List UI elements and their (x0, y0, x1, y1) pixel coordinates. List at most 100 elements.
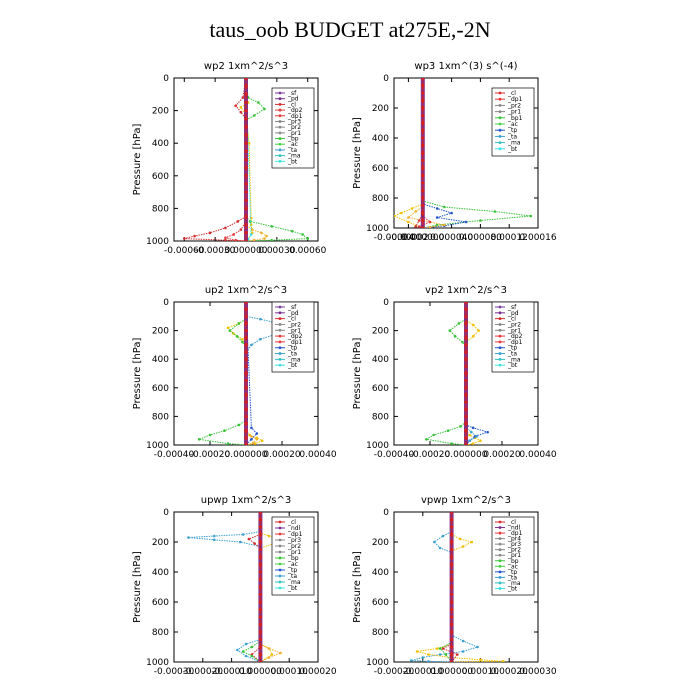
zero-line-marker (258, 630, 263, 634)
series-line-dp2 (223, 78, 247, 241)
zero-line-marker (421, 143, 425, 148)
y-tick-label: 400 (372, 568, 389, 578)
legend-label: _cl (507, 519, 516, 526)
zero-line-marker (244, 421, 248, 426)
zero-line-marker (244, 198, 248, 203)
series-point (237, 423, 241, 427)
legend-swatch-marker (278, 574, 282, 578)
x-tick-label: 0.00020 (491, 667, 528, 677)
zero-line-marker (449, 562, 454, 567)
legend-swatch-marker (498, 363, 502, 367)
legend-swatch-marker (278, 532, 282, 536)
legend-swatch-marker (278, 137, 282, 140)
plot-area (182, 78, 310, 241)
legend-swatch-marker (278, 317, 282, 321)
series-point (407, 216, 410, 219)
legend-label: _tp (287, 567, 297, 574)
zero-line-marker (244, 108, 248, 113)
zero-line-marker (449, 660, 454, 662)
series-point (252, 238, 256, 241)
x-tick-label: 0.000080 (459, 233, 502, 243)
series-point (238, 540, 242, 544)
series-point (226, 326, 230, 330)
zero-line-marker (464, 350, 468, 354)
x-tick-label: -0.00020 (410, 450, 451, 460)
zero-line-marker (244, 371, 248, 376)
panel-title: wp2 1xm^2/s^3 (204, 61, 288, 72)
zero-line-marker (244, 335, 248, 340)
zero-line-marker (258, 637, 263, 642)
zero-line-marker (421, 128, 425, 133)
series-point (232, 233, 235, 236)
series-point (270, 225, 274, 228)
zero-line-marker (258, 532, 263, 537)
zero-line-marker (421, 203, 425, 208)
legend-swatch-marker (278, 91, 282, 95)
x-tick-label: 0.00010 (271, 667, 308, 677)
plot-frame (393, 77, 539, 229)
legend-swatch-marker (498, 587, 502, 590)
zero-line-marker (244, 214, 248, 219)
legend-label: _ac (287, 561, 298, 568)
y-tick-label: 0 (163, 508, 169, 518)
zero-line-marker (421, 136, 425, 140)
zero-line-marker (244, 364, 248, 369)
x-tick-label: 0.000000 (225, 450, 268, 460)
series-point (250, 343, 253, 347)
series-point (468, 439, 471, 443)
zero-line-marker (449, 585, 454, 589)
legend-swatch-marker (278, 556, 282, 560)
series-point (461, 639, 465, 643)
legend-label: _tp (507, 569, 517, 576)
y-tick-label: 600 (372, 164, 389, 174)
y-tick-label: 0 (383, 508, 389, 518)
plot-area (394, 78, 533, 228)
legend-swatch-marker (498, 548, 502, 552)
series-point (394, 214, 396, 218)
series-point (438, 647, 442, 650)
zero-line-marker (464, 364, 468, 369)
legend-label: _dp1 (287, 113, 303, 120)
zero-line-marker (244, 222, 248, 227)
y-tick-label: 200 (372, 538, 389, 548)
legend-label: _ma (287, 356, 301, 363)
series-point (234, 104, 238, 108)
series-point (208, 433, 212, 437)
legend-swatch-marker (278, 586, 282, 590)
legend-label: _ta (287, 147, 297, 154)
legend-swatch-marker (278, 305, 282, 309)
series-line-tp (422, 78, 467, 228)
zero-line-marker (449, 622, 454, 627)
legend-label: _ac (287, 141, 298, 148)
legend-label: _pr1 (287, 549, 301, 556)
y-tick-label: 0 (383, 74, 389, 84)
legend-label: _cl (287, 101, 296, 108)
x-tick-label: 0.00030 (258, 246, 295, 256)
legend-label: _ma (507, 356, 521, 363)
zero-line-marker (244, 165, 248, 170)
legend-swatch-marker (498, 128, 502, 132)
series-point (435, 647, 439, 650)
panel-upwp: upwp 1xm^2/s^3 Pressure [hPa] 0 200 400 600 80… (132, 495, 337, 677)
series-point (236, 220, 240, 223)
legend-swatch-marker (278, 125, 282, 129)
zero-line-marker (258, 517, 263, 522)
zero-line-marker (464, 343, 468, 347)
zero-line-marker (449, 570, 454, 574)
zero-line-marker (244, 328, 248, 333)
series-point (461, 650, 465, 653)
zero-line-marker (464, 436, 468, 440)
x-tick-label: 0.00020 (263, 450, 300, 460)
y-tick-label: 1000 (366, 658, 389, 668)
legend-swatch-marker (278, 568, 282, 572)
series-point (476, 645, 479, 649)
zero-line-marker (244, 141, 248, 145)
legend-swatch-marker (498, 135, 502, 138)
legend-swatch-marker (278, 544, 282, 548)
x-tick-label: -0.00040 (154, 450, 195, 460)
series-point (457, 322, 461, 325)
series-line-pr1 (394, 78, 424, 228)
series-point (399, 211, 403, 215)
series-point (235, 335, 239, 338)
zero-line-marker (244, 149, 248, 154)
